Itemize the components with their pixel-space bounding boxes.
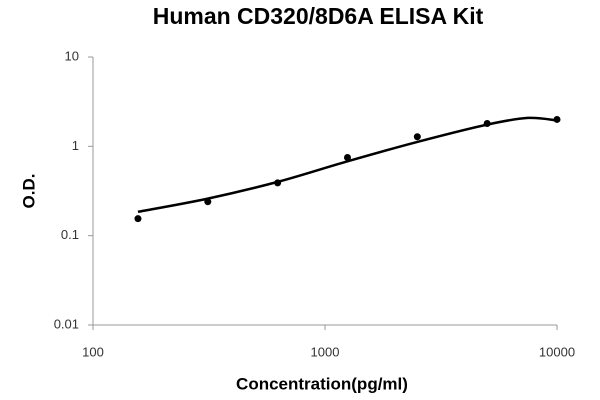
x-tick-label: 10000 [539,344,575,359]
x-tick-label: 1000 [311,344,340,359]
y-tick-label: 0.01 [54,316,79,331]
x-axis-title: Concentration(pg/ml) [236,374,408,393]
y-tick-label: 0.1 [61,227,79,242]
data-point [134,215,142,223]
data-point [413,133,421,141]
y-tick-label: 10 [65,48,79,63]
x-tick-label: 100 [82,344,104,359]
chart-title: Human CD320/8D6A ELISA Kit [153,3,484,29]
y-tick-label: 1 [72,138,79,153]
y-axis-title: O.D. [19,174,38,209]
fit-curve [137,116,558,214]
data-point [343,153,351,161]
